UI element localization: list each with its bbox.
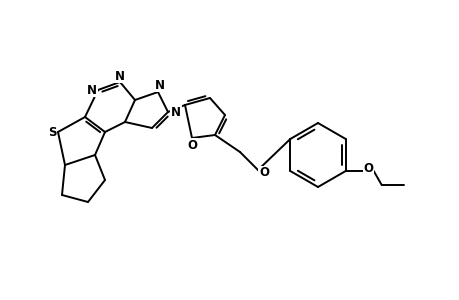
Text: N: N [171, 106, 180, 118]
Text: S: S [48, 125, 56, 139]
Text: O: O [258, 167, 269, 179]
Text: N: N [115, 70, 125, 83]
Text: O: O [363, 161, 373, 175]
Text: O: O [187, 139, 196, 152]
Text: N: N [87, 83, 97, 97]
Text: N: N [155, 79, 165, 92]
